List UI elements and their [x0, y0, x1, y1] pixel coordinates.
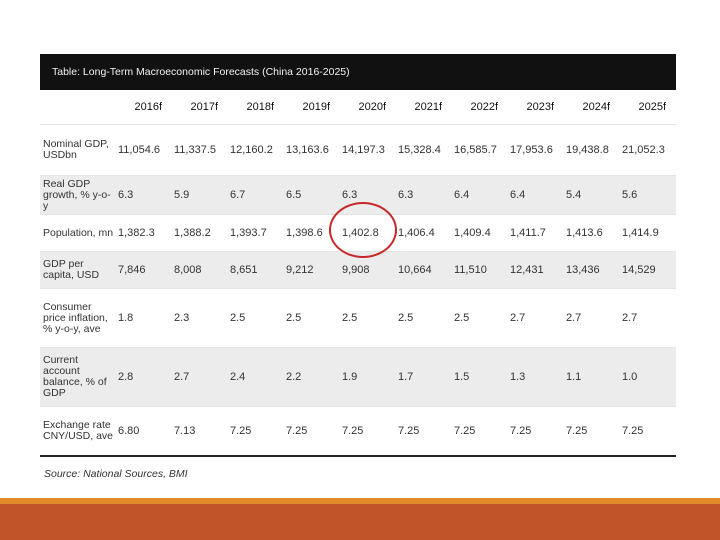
table-cell: 19,438.8 — [564, 124, 620, 176]
table-cell: 14,197.3 — [340, 124, 396, 176]
header-cell: 2020f — [358, 101, 386, 113]
table-cell: 1,393.7 — [228, 214, 284, 252]
table-cell: 2.3 — [172, 288, 228, 348]
row-label: Consumer price inflation, % y-o-y, ave — [40, 288, 116, 348]
table-row: GDP per capita, USD 7,846 8,008 8,651 9,… — [40, 251, 676, 289]
table-cell: 17,953.6 — [508, 124, 564, 176]
table-cell: 6.80 — [116, 406, 172, 457]
table-cell: 13,163.6 — [284, 124, 340, 176]
table-cell: 5.9 — [172, 175, 228, 215]
table-cell: 1,406.4 — [396, 214, 452, 252]
table-cell: 7,846 — [116, 251, 172, 289]
table-cell: 14,529 — [620, 251, 676, 289]
header-row: 2016f 2017f 2018f 2019f 2020f 2021f 2022… — [40, 90, 676, 125]
table-cell: 11,337.5 — [172, 124, 228, 176]
table-cell: 1,414.9 — [620, 214, 676, 252]
row-label: Exchange rate CNY/USD, ave — [40, 406, 116, 457]
table-cell: 8,651 — [228, 251, 284, 289]
table-cell: 1.3 — [508, 347, 564, 407]
table-cell: 13,436 — [564, 251, 620, 289]
table-row: Current account balance, % of GDP 2.8 2.… — [40, 347, 676, 407]
table-cell: 1,411.7 — [508, 214, 564, 252]
table-cell: 1.0 — [620, 347, 676, 407]
header-cell: 2017f — [190, 101, 218, 113]
table-cell: 8,008 — [172, 251, 228, 289]
table-cell: 7.25 — [620, 406, 676, 457]
table-cell: 2.5 — [284, 288, 340, 348]
table-cell: 7.25 — [396, 406, 452, 457]
header-cell: 2023f — [526, 101, 554, 113]
table-cell: 6.7 — [228, 175, 284, 215]
table-cell: 5.4 — [564, 175, 620, 215]
table-title: Table: Long-Term Macroeconomic Forecasts… — [40, 54, 676, 90]
table-cell: 7.25 — [564, 406, 620, 457]
table-cell: 2.7 — [620, 288, 676, 348]
row-label: Population, mn — [40, 214, 116, 252]
table-cell: 6.5 — [284, 175, 340, 215]
table-cell: 7.25 — [340, 406, 396, 457]
table-row: Exchange rate CNY/USD, ave 6.80 7.13 7.2… — [40, 406, 676, 457]
table-cell: 1.9 — [340, 347, 396, 407]
table-row: Consumer price inflation, % y-o-y, ave 1… — [40, 288, 676, 348]
highlight-circle — [329, 202, 397, 258]
table-cell: 1.1 — [564, 347, 620, 407]
header-cell: 2022f — [470, 101, 498, 113]
header-cell: 2019f — [302, 101, 330, 113]
table-cell: 2.2 — [284, 347, 340, 407]
table-cell: 6.4 — [508, 175, 564, 215]
table-cell: 2.4 — [228, 347, 284, 407]
table-cell: 12,431 — [508, 251, 564, 289]
table-cell: 16,585.7 — [452, 124, 508, 176]
table-cell: 6.4 — [452, 175, 508, 215]
header-cell: 2018f — [246, 101, 274, 113]
table-cell: 1.7 — [396, 347, 452, 407]
forecast-table-container: Table: Long-Term Macroeconomic Forecasts… — [40, 54, 676, 457]
table-row: Real GDP growth, % y-o-y 6.3 5.9 6.7 6.5… — [40, 175, 676, 215]
header-cell: 2024f — [582, 101, 610, 113]
table-cell: 1.5 — [452, 347, 508, 407]
table-cell: 5.6 — [620, 175, 676, 215]
header-cell: 2016f — [134, 101, 162, 113]
table-cell: 10,664 — [396, 251, 452, 289]
table-cell: 2.5 — [340, 288, 396, 348]
table-cell: 2.5 — [452, 288, 508, 348]
header-cell: 2025f — [638, 101, 666, 113]
footer-accent-stripe — [0, 498, 720, 504]
table-cell: 15,328.4 — [396, 124, 452, 176]
table-cell: 12,160.2 — [228, 124, 284, 176]
row-label: Current account balance, % of GDP — [40, 347, 116, 407]
table-cell: 2.7 — [508, 288, 564, 348]
table-cell: 2.5 — [396, 288, 452, 348]
table-cell: 2.8 — [116, 347, 172, 407]
table-cell: 1,409.4 — [452, 214, 508, 252]
table-cell: 7.13 — [172, 406, 228, 457]
table-cell: 7.25 — [228, 406, 284, 457]
header-cell: 2021f — [414, 101, 442, 113]
source-note: Source: National Sources, BMI — [44, 468, 188, 480]
table-cell: 1,413.6 — [564, 214, 620, 252]
table-cell: 7.25 — [284, 406, 340, 457]
table-cell: 11,054.6 — [116, 124, 172, 176]
row-label: GDP per capita, USD — [40, 251, 116, 289]
row-label: Nominal GDP, USDbn — [40, 124, 116, 176]
table-cell: 7.25 — [452, 406, 508, 457]
table-cell: 21,052.3 — [620, 124, 676, 176]
table-cell: 7.25 — [508, 406, 564, 457]
table-cell: 1,382.3 — [116, 214, 172, 252]
table-cell: 6.3 — [116, 175, 172, 215]
table-cell: 1.8 — [116, 288, 172, 348]
table-cell: 9,212 — [284, 251, 340, 289]
footer-bar — [0, 504, 720, 540]
header-cell — [40, 90, 116, 125]
table-row: Nominal GDP, USDbn 11,054.6 11,337.5 12,… — [40, 124, 676, 176]
forecast-table: 2016f 2017f 2018f 2019f 2020f 2021f 2022… — [40, 90, 676, 457]
table-cell: 2.7 — [564, 288, 620, 348]
table-cell: 1,388.2 — [172, 214, 228, 252]
table-cell: 2.5 — [228, 288, 284, 348]
table-cell: 6.3 — [396, 175, 452, 215]
table-cell: 2.7 — [172, 347, 228, 407]
table-cell: 11,510 — [452, 251, 508, 289]
row-label: Real GDP growth, % y-o-y — [40, 175, 116, 215]
